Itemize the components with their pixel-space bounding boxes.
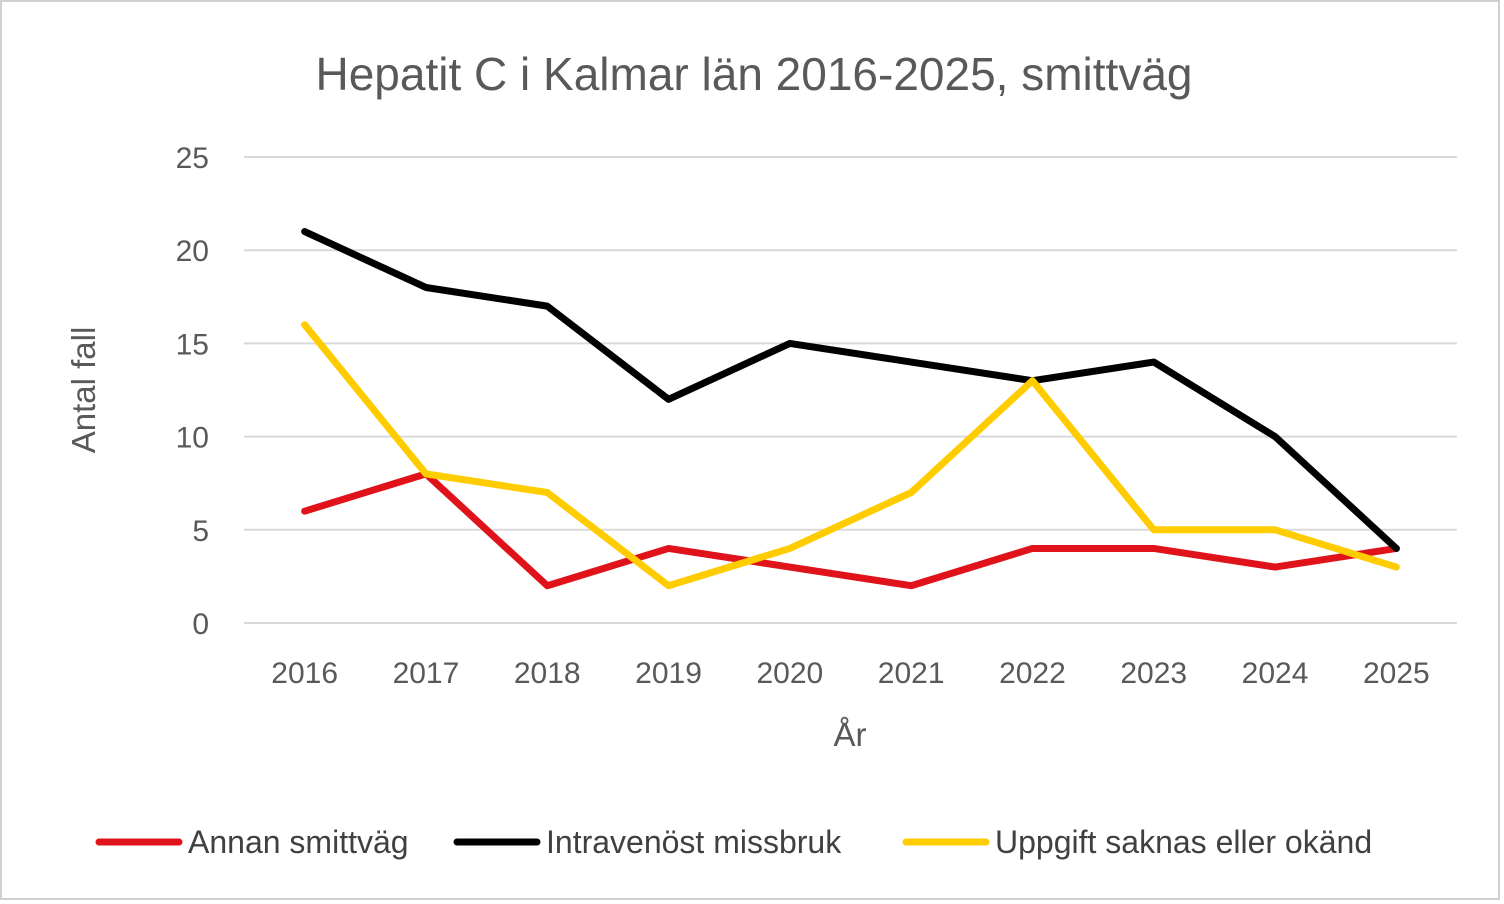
legend-item: Annan smittväg <box>95 824 409 860</box>
x-tick-label: 2023 <box>1120 657 1187 690</box>
legend-label: Uppgift saknas eller okänd <box>995 824 1372 860</box>
y-axis-ticks: 0 5 10 15 20 25 <box>176 142 209 641</box>
y-tick-label: 0 <box>192 608 209 641</box>
x-tick-label: 2021 <box>878 657 945 690</box>
legend-item: Intravenöst missbruk <box>453 824 842 860</box>
gridlines <box>244 156 1457 624</box>
legend-label: Intravenöst missbruk <box>546 824 842 860</box>
x-tick-label: 2024 <box>1242 657 1309 690</box>
series-line-3 <box>301 321 1400 590</box>
x-axis-title: År <box>834 716 867 753</box>
x-tick-label: 2025 <box>1363 657 1430 690</box>
legend-item: Uppgift saknas eller okänd <box>902 824 1372 860</box>
x-axis-ticks: 2016 2017 2018 2019 2020 2021 2022 2023 2024 2025 <box>271 657 1429 690</box>
y-tick-label: 25 <box>176 142 209 175</box>
x-tick-label: 2017 <box>393 657 460 690</box>
series-lines <box>301 228 1400 590</box>
x-tick-label: 2016 <box>271 657 338 690</box>
y-tick-label: 5 <box>192 515 209 548</box>
chart-title: Hepatit C i Kalmar län 2016-2025, smittv… <box>316 48 1193 100</box>
series-line-2 <box>301 228 1400 552</box>
x-tick-label: 2018 <box>514 657 581 690</box>
y-axis-title: Antal fall <box>65 327 102 454</box>
series-line-1 <box>301 470 1400 590</box>
x-tick-label: 2020 <box>756 657 823 690</box>
x-tick-label: 2022 <box>999 657 1066 690</box>
legend: Annan smittväg Intravenöst missbruk Uppgif… <box>95 824 1372 860</box>
y-tick-label: 15 <box>176 328 209 361</box>
y-tick-label: 10 <box>176 422 209 455</box>
legend-label: Annan smittväg <box>188 824 409 860</box>
y-tick-label: 20 <box>176 235 209 268</box>
x-tick-label: 2019 <box>635 657 702 690</box>
